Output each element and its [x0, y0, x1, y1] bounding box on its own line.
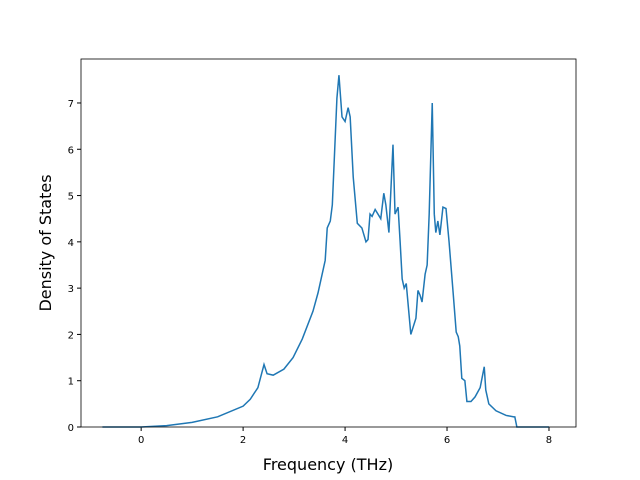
y-tick-label: 5: [68, 192, 74, 203]
y-tick-label: 7: [68, 99, 74, 110]
x-tick-label: 2: [240, 435, 246, 446]
x-tick-label: 0: [138, 435, 144, 446]
x-tick-label: 6: [444, 435, 450, 446]
y-tick-label: 2: [68, 330, 74, 341]
y-axis-label: Density of States: [36, 174, 55, 311]
data-line: [102, 75, 549, 428]
y-tick-label: 3: [68, 284, 74, 295]
plot-frame: [80, 58, 577, 428]
x-axis-label: Frequency (THz): [263, 455, 393, 474]
y-tick-label: 1: [68, 377, 74, 388]
y-tick-label: 0: [68, 423, 74, 434]
x-tick-label: 4: [342, 435, 348, 446]
x-tick-label: 8: [546, 435, 552, 446]
y-tick-label: 4: [68, 238, 74, 249]
y-tick-label: 6: [68, 145, 74, 156]
